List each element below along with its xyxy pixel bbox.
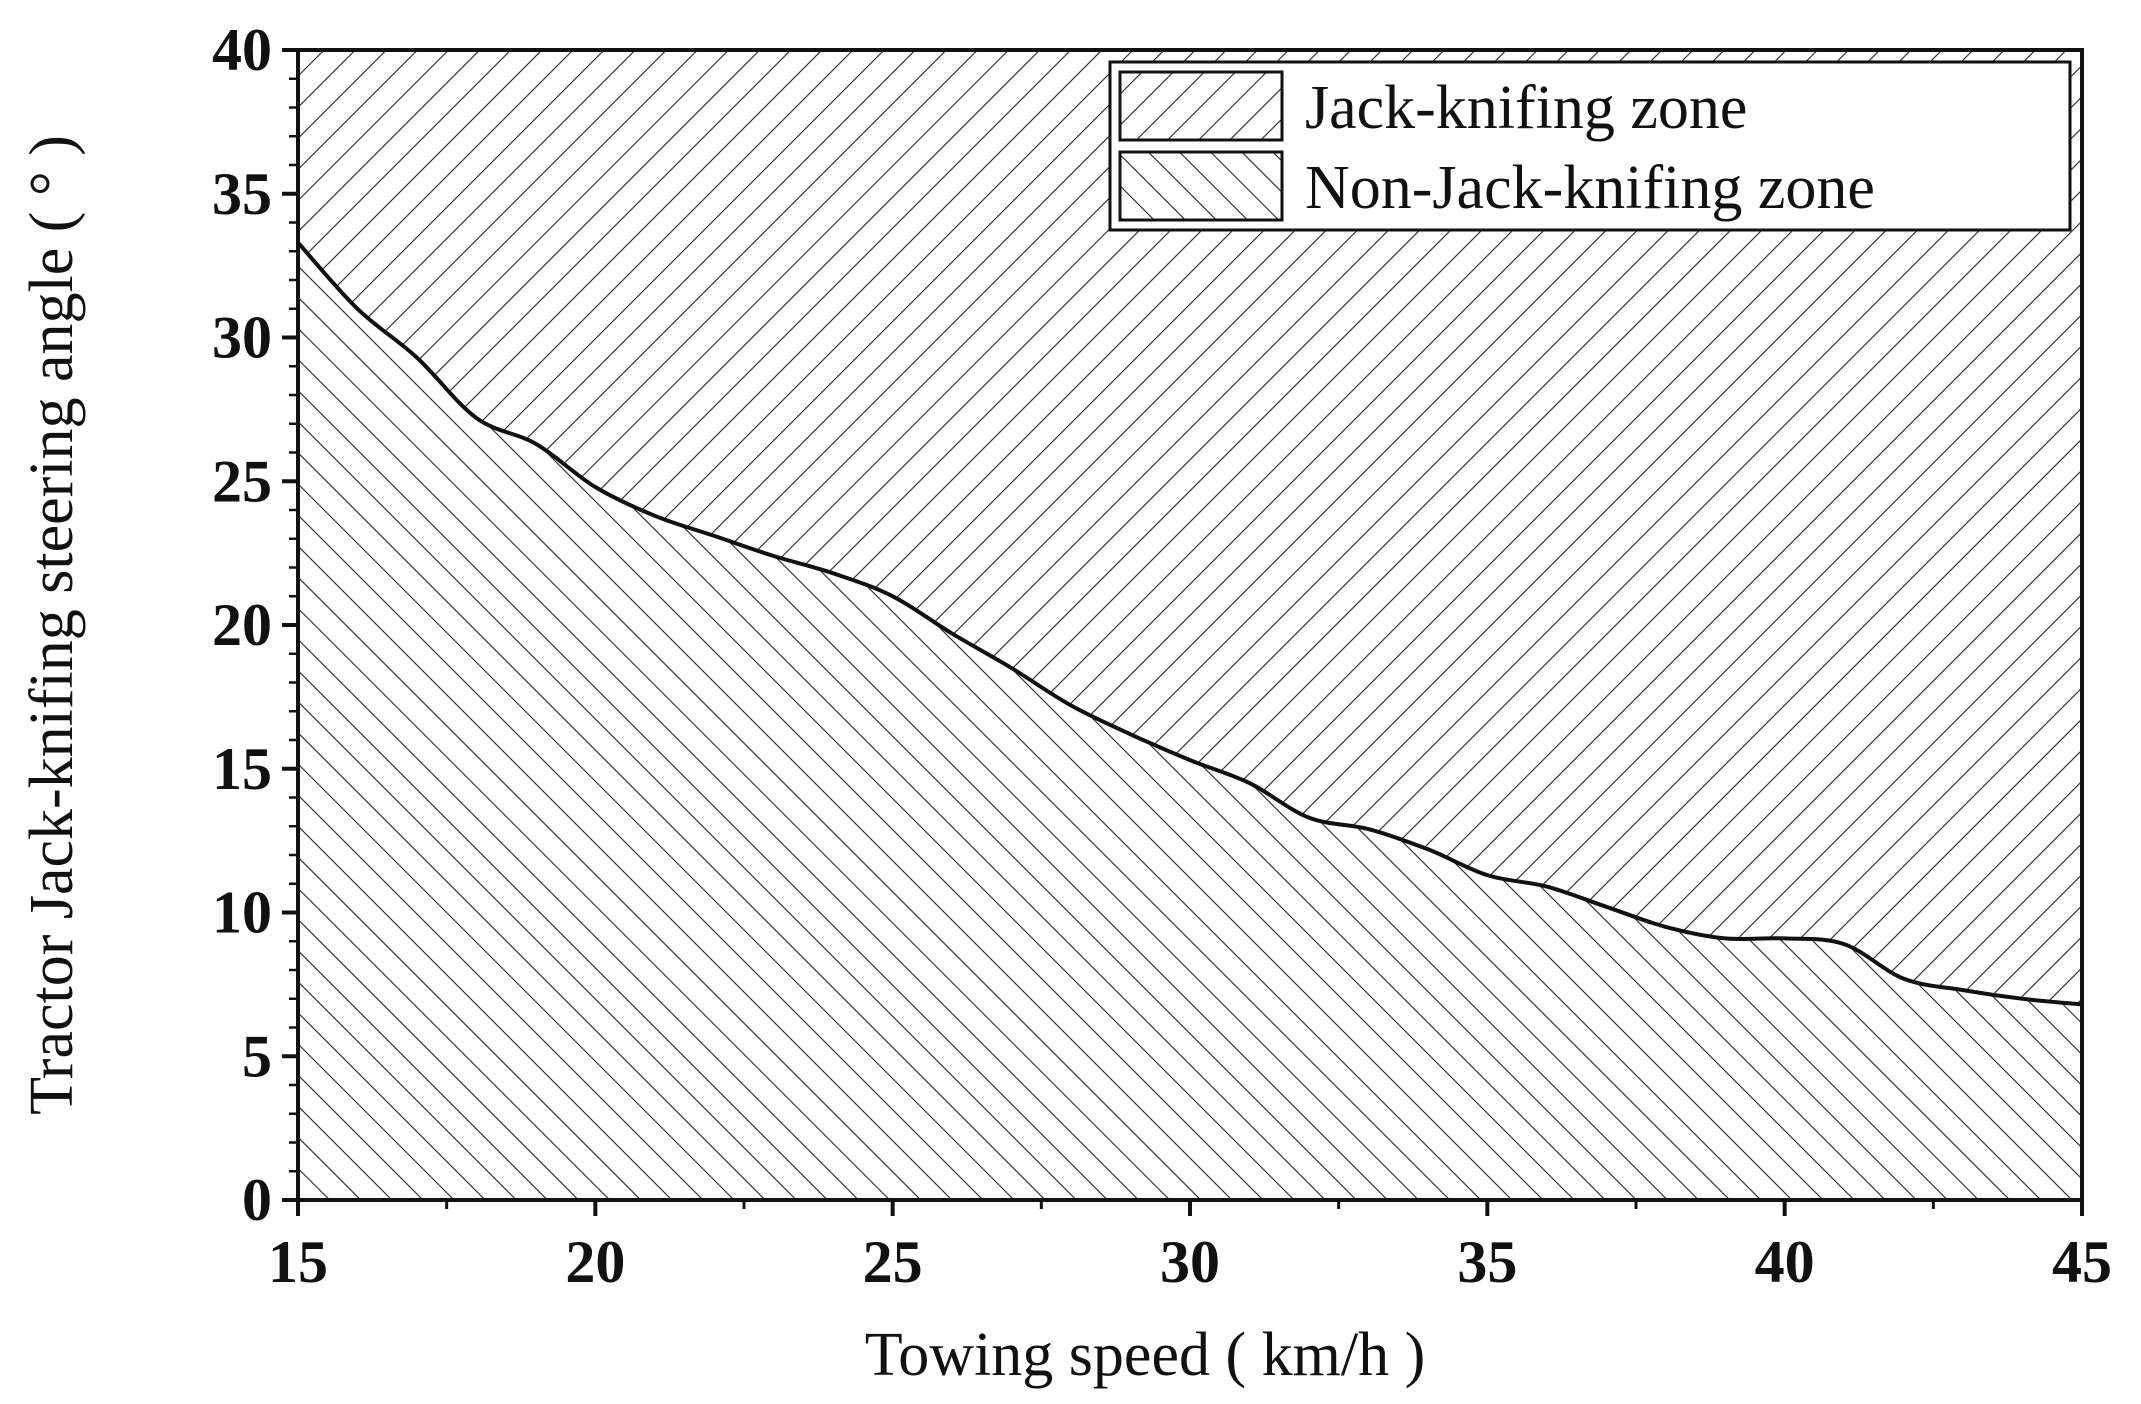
non-jack-knifing-zone-area: [298, 242, 2082, 1200]
plot-area: [298, 50, 2082, 1200]
y-tick-label: 0: [242, 1167, 272, 1233]
y-tick-label: 40: [212, 17, 272, 83]
x-axis-title: Towing speed ( km/h ): [865, 1321, 1425, 1389]
y-tick-label: 35: [212, 161, 272, 227]
x-tick-label: 40: [1755, 1229, 1815, 1295]
legend: Jack-knifing zone Non-Jack-knifing zone: [1108, 60, 2072, 232]
x-tick-label: 20: [565, 1229, 625, 1295]
y-tick-label: 30: [212, 305, 272, 371]
x-tick-label: 25: [863, 1229, 923, 1295]
legend-label-jack-knifing: Jack-knifing zone: [1305, 74, 1747, 142]
y-axis-title: Tractor Jack-knifing steering angle ( ° …: [18, 135, 86, 1115]
y-tick-label: 5: [242, 1023, 272, 1089]
x-tick-label: 35: [1457, 1229, 1517, 1295]
legend-label-non-jack-knifing: Non-Jack-knifing zone: [1305, 154, 1875, 222]
jack-knifing-zone-area: [298, 50, 2082, 1005]
legend-swatch-non-jack-knifing: [1118, 150, 1284, 222]
x-tick-label: 45: [2052, 1229, 2112, 1295]
y-tick-label: 25: [212, 448, 272, 514]
legend-swatch-jack-knifing: [1118, 70, 1284, 142]
y-tick-label: 15: [212, 736, 272, 802]
x-tick-label: 30: [1160, 1229, 1220, 1295]
boundary-line: [298, 241, 2082, 1007]
y-axis: 0 5 10 15 20 25 30 35 40: [212, 17, 298, 1233]
x-axis: 15 20 25 30 35 40 45: [268, 1200, 2112, 1295]
x-tick-label: 15: [268, 1229, 328, 1295]
y-tick-label: 20: [212, 592, 272, 658]
y-tick-label: 10: [212, 880, 272, 946]
